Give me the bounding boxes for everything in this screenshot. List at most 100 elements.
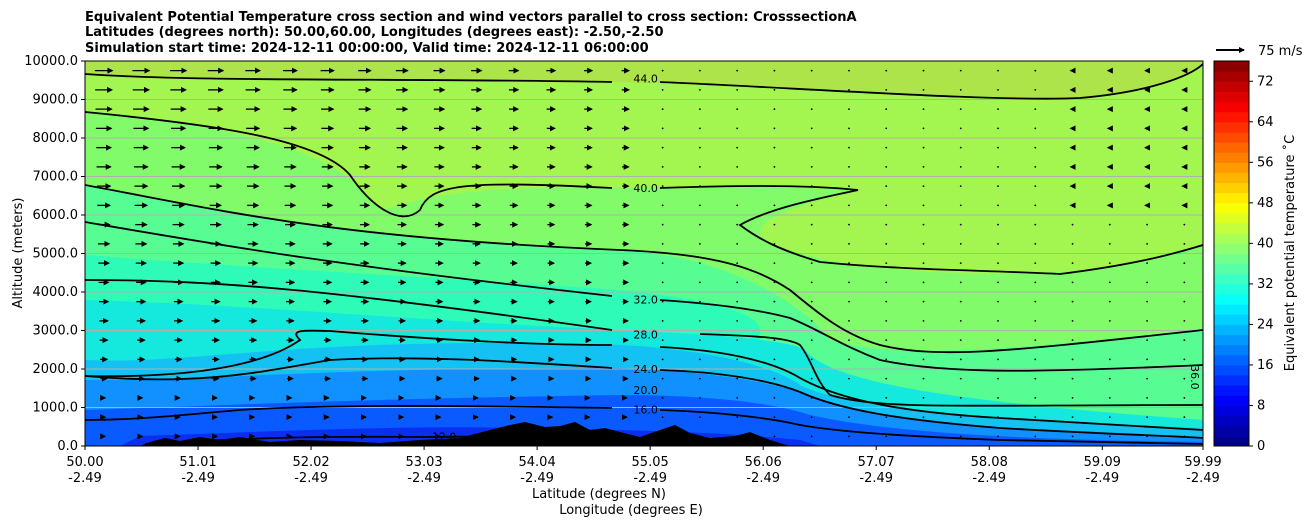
wind-vector	[661, 185, 664, 188]
wind-vector	[773, 146, 776, 149]
x-tick-label-lon: -2.49	[407, 471, 441, 486]
colorbar-cell	[1214, 182, 1249, 194]
wind-vector	[885, 165, 888, 168]
wind-vector	[661, 396, 664, 399]
wind-vector	[810, 435, 813, 438]
wind-vector	[848, 416, 850, 419]
colorbar-cell	[1214, 364, 1249, 376]
wind-vector	[885, 319, 888, 322]
wind-vector	[699, 281, 701, 284]
wind-vector	[1034, 185, 1037, 188]
wind-vector	[1183, 300, 1186, 303]
contour-label: 24.0	[633, 363, 658, 376]
contour-label: 28.0	[633, 328, 658, 341]
colorbar-cell	[1214, 81, 1249, 92]
wind-vector	[1183, 435, 1186, 438]
colorbar-cell	[1214, 111, 1249, 123]
wind-vector	[1146, 242, 1148, 245]
contour-labels: 44.0 40.0 36.0 32.0 28.0 24.0 20.0 16.0 12.0	[432, 72, 1201, 443]
colorbar-cell	[1214, 354, 1249, 366]
y-tick-label: 3000.0	[33, 324, 79, 339]
wind-vector	[848, 146, 850, 149]
colorbar-cell	[1214, 344, 1249, 356]
wind-vector	[848, 319, 850, 322]
wind-vector	[997, 339, 999, 342]
colorbar-cell	[1214, 375, 1249, 386]
wind-vector	[1071, 339, 1074, 342]
wind-vector	[959, 185, 962, 188]
wind-vector	[959, 108, 962, 111]
wind-vector	[773, 69, 776, 72]
wind-vector	[959, 223, 962, 226]
wind-vector	[848, 377, 850, 380]
colorbar-cell	[1214, 324, 1249, 336]
colorbar-tick-label: 24	[1257, 317, 1274, 332]
wind-vector	[885, 416, 888, 419]
wind-vector	[922, 377, 925, 380]
wind-vector	[997, 377, 999, 380]
wind-vector	[959, 69, 962, 72]
wind-vector	[848, 396, 850, 399]
colorbar-cell	[1214, 405, 1249, 417]
wind-vector	[661, 204, 664, 207]
colorbar-cell	[1214, 294, 1249, 305]
contour-40	[85, 111, 1203, 275]
colorbar-cell	[1214, 192, 1249, 204]
wind-vector	[661, 242, 664, 245]
wind-vector	[736, 339, 739, 342]
wind-vector	[736, 262, 739, 265]
colorbar-cell	[1214, 334, 1249, 346]
colorbar-cell	[1214, 142, 1249, 153]
wind-vector	[736, 300, 739, 303]
wind-vector	[661, 69, 664, 72]
wind-vector	[699, 69, 701, 72]
wind-vector	[959, 165, 962, 168]
wind-vector	[1108, 396, 1111, 399]
wind-vector	[699, 319, 701, 322]
wind-vector	[997, 165, 999, 168]
wind-vector	[959, 416, 962, 419]
wind-vector	[1183, 319, 1186, 322]
wind-vector	[885, 108, 888, 111]
wind-vector	[1034, 165, 1037, 168]
y-tick-label: 4000.0	[33, 285, 79, 300]
wind-vector	[661, 262, 664, 265]
wind-vector	[736, 223, 739, 226]
wind-vector	[848, 185, 850, 188]
wind-vector	[885, 435, 888, 438]
x-tick-label-lon: -2.49	[1186, 471, 1220, 486]
colorbar-cell	[1214, 395, 1249, 406]
wind-vector	[810, 88, 813, 91]
wind-vector	[885, 127, 888, 130]
x-tick-label-lat: 55.05	[632, 455, 669, 470]
wind-vector	[997, 146, 999, 149]
wind-vector	[1108, 242, 1111, 245]
title-line-1: Equivalent Potential Temperature cross s…	[85, 10, 857, 25]
wind-vector	[661, 223, 664, 226]
wind-vector	[1034, 377, 1037, 380]
wind-vector	[699, 300, 701, 303]
wind-vector	[997, 69, 999, 72]
wind-vector	[810, 281, 813, 284]
contour-12	[144, 435, 621, 445]
wind-vector	[1183, 416, 1186, 419]
wind-vector	[1034, 242, 1037, 245]
x-tick-label-lon: -2.49	[68, 471, 102, 486]
wind-vector	[699, 108, 701, 111]
wind-vector	[922, 69, 925, 72]
wind-vector	[959, 242, 962, 245]
wind-vector	[810, 396, 813, 399]
wind-vector	[959, 358, 962, 361]
wind-vector	[736, 88, 739, 91]
wind-vector	[959, 88, 962, 91]
wind-vector	[773, 204, 776, 207]
colorbar-tick-label: 0	[1257, 439, 1265, 454]
terrain	[140, 422, 790, 446]
wind-vector	[1108, 435, 1111, 438]
wind-vector	[736, 165, 739, 168]
colorbar-tick-label: 40	[1257, 236, 1274, 251]
wind-vector	[1146, 223, 1148, 226]
wind-vector	[661, 108, 664, 111]
wind-vector	[848, 262, 850, 265]
